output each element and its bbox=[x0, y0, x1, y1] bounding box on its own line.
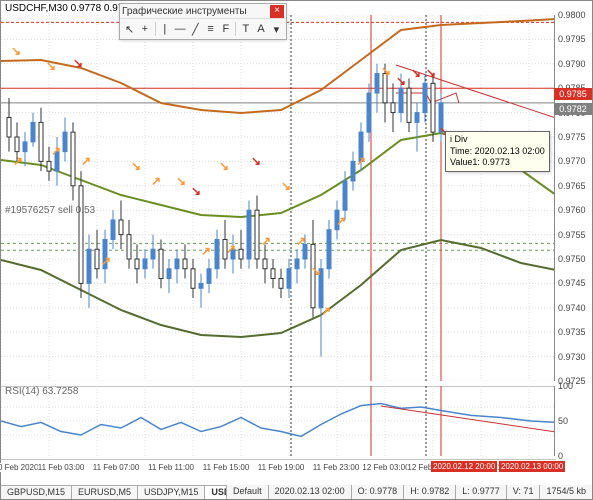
label-icon[interactable]: A bbox=[254, 21, 267, 37]
close-icon[interactable]: × bbox=[270, 5, 284, 18]
x-tick: 11 Feb 15:00 bbox=[203, 463, 250, 472]
volume-label: #19576257 sell 0.53 bbox=[5, 205, 95, 216]
y-tick: 0.9730 bbox=[558, 352, 586, 362]
status-cell: O: 0.9778 bbox=[351, 485, 404, 499]
y-tick: 0.9765 bbox=[558, 181, 586, 191]
tooltip-line: i Div bbox=[450, 134, 545, 146]
tab-eurusd-m5[interactable]: EURUSD,M5 bbox=[72, 486, 138, 499]
time-tag: 2020.02.13 00:00 bbox=[499, 461, 565, 472]
svg-text:↗: ↗ bbox=[13, 154, 23, 168]
svg-text:↗: ↗ bbox=[321, 304, 331, 318]
svg-text:↘: ↘ bbox=[381, 64, 391, 78]
svg-text:↗: ↗ bbox=[226, 242, 236, 256]
status-cell: L: 0.9777 bbox=[455, 485, 506, 499]
svg-text:↘: ↘ bbox=[281, 179, 291, 193]
tooltip-line: Time: 2020.02.13 02:00 bbox=[450, 146, 545, 158]
x-tick: 12 Feb 03:00 bbox=[362, 463, 409, 472]
status-cell: 2020.02.13 02:00 bbox=[268, 485, 351, 499]
rsi-chart[interactable] bbox=[1, 386, 556, 456]
y-tick: 0.9760 bbox=[558, 205, 586, 215]
svg-text:↗: ↗ bbox=[336, 214, 346, 228]
svg-text:↗: ↗ bbox=[356, 154, 366, 168]
svg-text:↘: ↘ bbox=[311, 264, 321, 278]
y-tick: 0.9755 bbox=[558, 230, 586, 240]
x-tick: 11 Feb 11:00 bbox=[148, 463, 194, 472]
tooltip-line: Value1: 0.9773 bbox=[450, 157, 545, 169]
status-default: Default bbox=[226, 485, 268, 499]
separator bbox=[235, 22, 236, 36]
svg-text:↗: ↗ bbox=[101, 254, 111, 268]
price-tag: 0.9782 bbox=[554, 103, 592, 115]
svg-text:↘: ↘ bbox=[176, 174, 186, 188]
x-tick: 11 Feb 23:00 bbox=[313, 463, 360, 472]
toolbar-buttons: ↖ + | — ╱ ≡ F T A ▾ bbox=[120, 19, 286, 39]
y-tick: 0.9790 bbox=[558, 59, 586, 69]
svg-text:↘: ↘ bbox=[131, 159, 141, 173]
rsi-y-tick: 0 bbox=[558, 451, 563, 461]
status-bar: Default2020.02.13 02:00O: 0.9778H: 0.978… bbox=[226, 485, 592, 499]
svg-text:↘: ↘ bbox=[11, 44, 21, 58]
status-cell: H: 0.9782 bbox=[403, 485, 455, 499]
svg-text:↘: ↘ bbox=[219, 159, 229, 173]
tab-usdjpy-m15[interactable]: USDJPY,M15 bbox=[138, 486, 205, 499]
channel-icon[interactable]: ≡ bbox=[204, 21, 217, 37]
svg-text:↘: ↘ bbox=[426, 66, 436, 80]
svg-text:↘: ↘ bbox=[411, 66, 421, 80]
main-chart[interactable]: ↘↗↘↗↘↗↗↘↗↘↘↗↘↗↘↗↘↗↘↗↗↗↘↘↘↘↘ bbox=[1, 15, 556, 381]
y-tick: 0.9775 bbox=[558, 132, 586, 142]
y-tick: 0.9735 bbox=[558, 327, 586, 337]
status-cell: 1754/5 kb bbox=[539, 485, 592, 499]
cursor-icon[interactable]: ↖ bbox=[123, 21, 136, 37]
y-tick: 0.9750 bbox=[558, 254, 586, 264]
graphics-toolbar[interactable]: Графические инструменты × ↖ + | — ╱ ≡ F … bbox=[119, 3, 287, 40]
svg-text:↗: ↗ bbox=[261, 234, 271, 248]
crosshair-icon[interactable]: + bbox=[138, 21, 151, 37]
main-y-axis: 0.98000.97950.97900.97850.97800.97750.97… bbox=[554, 15, 592, 381]
svg-text:↘: ↘ bbox=[396, 74, 406, 88]
x-tick: 11 Feb 07:00 bbox=[93, 463, 140, 472]
svg-text:↗: ↗ bbox=[151, 174, 161, 188]
x-tick: 11 Feb 19:00 bbox=[258, 463, 305, 472]
tab-gbpusd-m15[interactable]: GBPUSD,M15 bbox=[1, 486, 72, 499]
toolbar-title: Графические инструменты bbox=[122, 6, 270, 17]
price-tag: 0.9785 bbox=[554, 88, 592, 100]
svg-text:↘: ↘ bbox=[251, 154, 261, 168]
svg-text:↘: ↘ bbox=[46, 59, 56, 73]
text-icon[interactable]: T bbox=[239, 21, 252, 37]
y-tick: 0.9740 bbox=[558, 303, 586, 313]
rsi-label: RSI(14) 63.7258 bbox=[5, 386, 78, 397]
tooltip: i DivTime: 2020.02.13 02:00Value1: 0.977… bbox=[445, 131, 550, 172]
separator bbox=[155, 22, 156, 36]
time-tag: 2020.02.12 20:00 bbox=[431, 461, 497, 472]
rsi-y-tick: 50 bbox=[558, 416, 568, 426]
rsi-y-tick: 100 bbox=[558, 381, 573, 391]
y-tick: 0.9745 bbox=[558, 278, 586, 288]
svg-text:↗: ↗ bbox=[201, 244, 211, 258]
fibo-icon[interactable]: F bbox=[219, 21, 232, 37]
hline-icon[interactable]: — bbox=[173, 21, 186, 37]
trendline-icon[interactable]: ╱ bbox=[189, 21, 202, 37]
y-tick: 0.9770 bbox=[558, 156, 586, 166]
y-tick: 0.9795 bbox=[558, 34, 586, 44]
x-tick: 11 Feb 03:00 bbox=[38, 463, 85, 472]
svg-text:↘: ↘ bbox=[191, 184, 201, 198]
y-tick: 0.9800 bbox=[558, 10, 586, 20]
svg-text:↗: ↗ bbox=[296, 234, 306, 248]
status-cell: V: 71 bbox=[506, 485, 540, 499]
rsi-y-axis: 100500 bbox=[554, 386, 592, 456]
svg-text:↗: ↗ bbox=[81, 154, 91, 168]
svg-text:↗: ↗ bbox=[51, 144, 61, 158]
vline-icon[interactable]: | bbox=[158, 21, 171, 37]
toolbar-header[interactable]: Графические инструменты × bbox=[120, 4, 286, 19]
x-tick: 10 Feb 2020 bbox=[0, 463, 38, 472]
chevron-down-icon[interactable]: ▾ bbox=[270, 21, 283, 37]
svg-text:↘: ↘ bbox=[73, 56, 83, 70]
